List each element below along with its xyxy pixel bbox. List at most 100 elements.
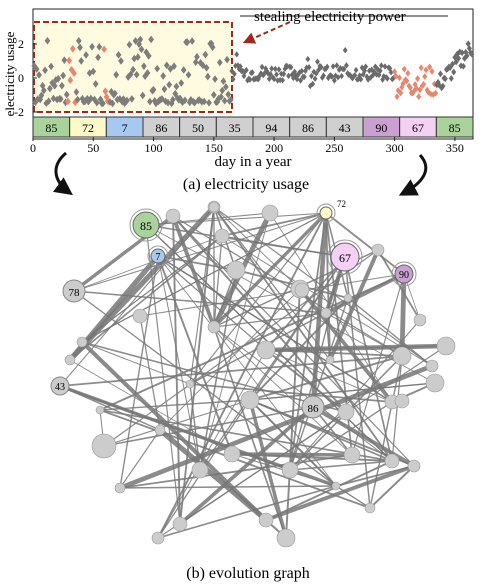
node-72: 72 xyxy=(316,199,346,223)
data-point xyxy=(330,63,336,70)
data-point xyxy=(337,64,343,72)
graph-edge xyxy=(298,287,394,404)
data-point xyxy=(303,67,308,75)
segment-label: 72 xyxy=(82,121,94,135)
graph-node xyxy=(191,461,209,479)
node-label: 7 xyxy=(156,252,161,263)
data-point xyxy=(400,80,406,87)
data-point xyxy=(455,55,462,62)
data-point xyxy=(418,64,424,72)
data-point xyxy=(33,65,40,73)
left-flow-arrow xyxy=(53,151,73,196)
graph-edge xyxy=(213,235,223,328)
data-point xyxy=(124,96,130,105)
data-point xyxy=(365,76,371,83)
graph-node xyxy=(337,403,355,421)
data-point xyxy=(394,93,400,101)
data-point xyxy=(458,62,464,70)
data-point xyxy=(357,72,363,79)
segment-label: 50 xyxy=(192,121,204,135)
graph-edge xyxy=(172,215,347,413)
data-point xyxy=(465,40,471,48)
data-point xyxy=(178,79,185,87)
data-point xyxy=(407,84,413,92)
node-7: 7 xyxy=(147,245,169,267)
node-label: 43 xyxy=(55,382,65,393)
data-point xyxy=(185,71,192,79)
data-point xyxy=(385,75,390,82)
graph-edge xyxy=(249,297,349,401)
data-point xyxy=(83,51,89,59)
node-label: 78 xyxy=(69,287,81,299)
data-point xyxy=(434,81,440,89)
usage-series xyxy=(31,35,475,108)
data-point xyxy=(204,72,211,81)
graph-node xyxy=(425,373,445,393)
graph-node xyxy=(240,390,260,410)
data-point xyxy=(268,70,273,78)
data-point xyxy=(459,49,465,57)
data-point xyxy=(342,47,348,54)
data-point xyxy=(78,57,85,65)
graph-node xyxy=(392,346,412,366)
graph-edge xyxy=(73,235,223,292)
data-point xyxy=(81,97,88,106)
graph-edge xyxy=(159,288,301,431)
data-point xyxy=(60,71,66,80)
graph-node xyxy=(407,459,421,473)
data-point xyxy=(45,97,52,106)
data-point xyxy=(464,52,470,60)
data-point xyxy=(288,64,294,71)
data-point xyxy=(130,65,136,74)
data-point xyxy=(212,75,218,83)
data-point xyxy=(280,77,285,84)
x-tick: 200 xyxy=(265,141,283,155)
data-point xyxy=(334,62,340,69)
data-point xyxy=(73,88,80,96)
x-tick: 300 xyxy=(386,141,404,155)
segment-label: 85 xyxy=(45,121,57,135)
data-point xyxy=(210,91,217,99)
graph-edge xyxy=(248,399,288,539)
graph-edge xyxy=(145,224,346,258)
graph-node xyxy=(114,482,126,494)
data-point xyxy=(449,60,456,68)
data-point xyxy=(417,86,423,94)
data-point xyxy=(201,97,208,106)
data-point xyxy=(139,91,146,100)
data-point xyxy=(414,75,421,83)
right-flow-arrow xyxy=(398,153,428,196)
graph-edge xyxy=(157,485,337,539)
data-point xyxy=(425,88,431,96)
data-point xyxy=(182,96,188,105)
data-point xyxy=(310,80,316,88)
data-point xyxy=(203,64,210,72)
data-point xyxy=(416,93,422,100)
data-point xyxy=(431,80,437,88)
data-point xyxy=(189,37,195,45)
segment-label: 86 xyxy=(302,121,314,135)
data-point xyxy=(90,67,97,76)
data-point xyxy=(77,43,83,52)
graph-node xyxy=(76,336,88,348)
data-point xyxy=(329,73,335,80)
node-label: 67 xyxy=(339,251,351,265)
data-point xyxy=(352,72,358,79)
data-point xyxy=(115,51,122,59)
segment-label: 94 xyxy=(265,121,277,135)
data-point xyxy=(221,97,228,105)
segment: 72 xyxy=(69,116,107,138)
data-point xyxy=(422,73,428,80)
data-point xyxy=(89,42,95,51)
data-point xyxy=(260,71,266,79)
segment: 85 xyxy=(435,116,474,138)
data-point xyxy=(392,68,398,76)
graph-edge xyxy=(157,255,233,455)
graph-node xyxy=(384,453,400,469)
graph-node xyxy=(91,433,117,459)
data-point xyxy=(313,70,319,77)
graph-edge xyxy=(399,273,407,357)
data-point xyxy=(112,89,118,98)
x-tick: 0 xyxy=(30,141,36,155)
data-point xyxy=(194,52,200,61)
